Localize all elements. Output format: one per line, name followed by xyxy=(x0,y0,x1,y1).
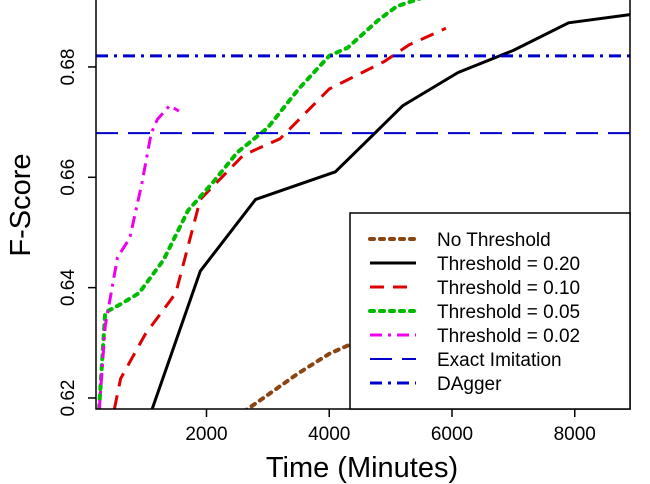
x-axis: 2000 4000 6000 8000 xyxy=(185,409,596,445)
legend-label-dagger: DAgger xyxy=(437,374,502,395)
legend: No Threshold Threshold = 0.20 Threshold = … xyxy=(349,212,631,410)
legend-label-threshold-0-20: Threshold = 0.20 xyxy=(437,254,580,275)
series-line-threshold-0-05 xyxy=(97,0,422,409)
y-axis: 0.62 0.64 0.66 0.68 xyxy=(58,49,96,417)
legend-label-exact-imitation: Exact Imitation xyxy=(437,350,562,371)
x-tick-label: 4000 xyxy=(308,424,350,445)
legend-label-no-threshold: No Threshold xyxy=(437,230,551,251)
legend-box xyxy=(349,212,631,410)
plot-area xyxy=(96,0,630,409)
x-axis-title: Time (Minutes) xyxy=(266,452,458,484)
x-tick-label: 6000 xyxy=(431,424,473,445)
x-tick-label: 8000 xyxy=(554,424,596,445)
series-line-threshold-0-02 xyxy=(97,104,180,409)
y-tick-label: 0.62 xyxy=(58,380,79,417)
series-line-threshold-0-20 xyxy=(150,13,630,409)
y-tick-label: 0.66 xyxy=(58,159,79,196)
y-tick-label: 0.64 xyxy=(58,269,79,306)
series-line-threshold-0-10 xyxy=(112,26,447,409)
legend-label-threshold-0-05: Threshold = 0.05 xyxy=(437,302,580,323)
x-tick-label: 2000 xyxy=(185,424,227,445)
series-line-no-threshold xyxy=(243,343,350,409)
legend-label-threshold-0-02: Threshold = 0.02 xyxy=(437,326,580,347)
legend-label-threshold-0-10: Threshold = 0.10 xyxy=(437,278,580,299)
y-tick-label: 0.68 xyxy=(58,49,79,86)
y-axis-title: F-Score xyxy=(5,153,37,256)
